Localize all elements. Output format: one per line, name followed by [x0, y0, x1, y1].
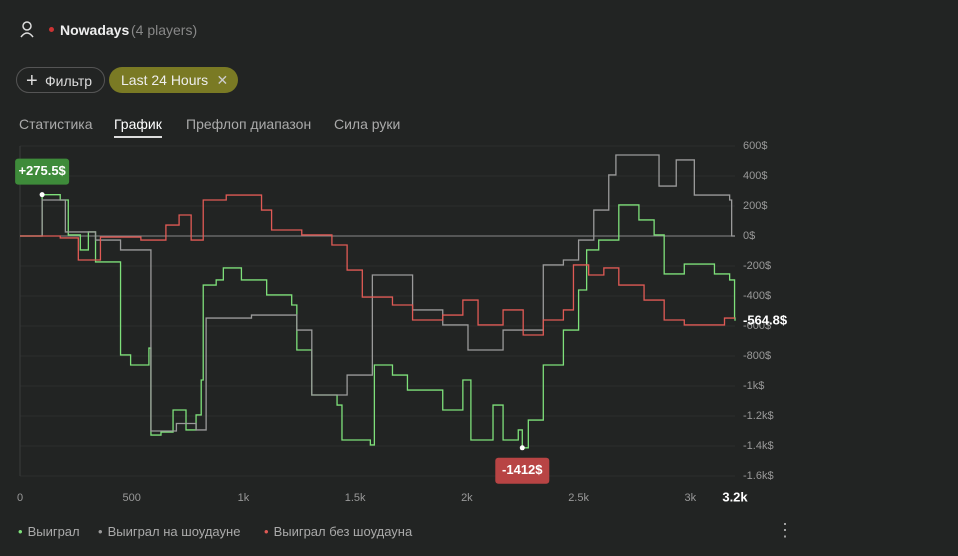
extreme-point [39, 192, 45, 198]
legend-label: Выиграл на шоудауне [107, 524, 241, 539]
annotation-box [495, 457, 550, 484]
menu-button[interactable]: ⋮ [776, 520, 794, 540]
legend-dot: • [264, 524, 269, 539]
legend-item[interactable]: • Выиграл на шоудауне [98, 524, 240, 539]
legend-label: Выиграл без шоудауна [273, 524, 413, 539]
x-tick-label: 500 [123, 492, 141, 504]
y-tick-label: -1.4k$ [743, 440, 774, 452]
end-value-label: -564.8$ [743, 313, 788, 328]
y-tick-label: -800$ [743, 350, 771, 362]
add-filter-label: Фильтр [45, 73, 93, 89]
chart: 600$ 400$ 200$ 0$ -200$ -400$ -600$ -800$ -1k$ -1… [15, 140, 788, 504]
y-tick-label: -1.2k$ [743, 410, 774, 422]
players-icon [20, 21, 34, 38]
x-tick-label: 3.2k [722, 489, 748, 504]
x-tick-label: 2k [461, 492, 473, 504]
active-filter-label: Last 24 Hours [121, 72, 209, 88]
legend-label: Выиграл [27, 524, 80, 539]
legend-item[interactable]: • Выиграл [18, 524, 80, 539]
y-tick-label: -200$ [743, 260, 771, 272]
series-line [20, 154, 735, 432]
players-count: (4 players) [131, 22, 198, 38]
y-tick-label: -1k$ [743, 380, 764, 392]
y-tick-label: 0$ [743, 230, 755, 242]
y-tick-label: -400$ [743, 290, 771, 302]
y-tick-label: 600$ [743, 140, 767, 152]
extreme-point [519, 445, 525, 451]
add-filter[interactable]: + Фильтр [16, 67, 106, 93]
tab[interactable]: Статистика [19, 116, 93, 132]
series-line [20, 194, 736, 449]
active-filter[interactable]: Last 24 Hours ✕ [109, 67, 239, 93]
x-tick-label: 3k [685, 492, 697, 504]
game-name: Nowadays [60, 22, 130, 38]
annotation-label: -1412$ [502, 462, 543, 477]
x-tick-label: 1.5k [345, 492, 366, 504]
tab[interactable]: Сила руки [334, 116, 401, 132]
y-tick-label: 400$ [743, 170, 767, 182]
annotation-box [15, 158, 70, 185]
y-tick-label: -600$ [743, 320, 771, 332]
status-dot [49, 27, 54, 32]
legend-dot: • [18, 524, 23, 539]
x-tick-label: 1k [238, 492, 250, 504]
annotation-label: +275.5$ [18, 163, 66, 178]
y-tick-label: -1.6k$ [743, 470, 774, 482]
tab[interactable]: Префлоп диапазон [186, 116, 312, 132]
legend-item[interactable]: • Выиграл без шоудауна [264, 524, 412, 539]
x-tick-label: 2.5k [568, 492, 589, 504]
y-tick-label: 200$ [743, 200, 767, 212]
series-line [20, 194, 735, 336]
legend-dot: • [98, 524, 103, 539]
x-tick-label: 0 [17, 492, 23, 504]
tab[interactable]: График [114, 116, 162, 138]
